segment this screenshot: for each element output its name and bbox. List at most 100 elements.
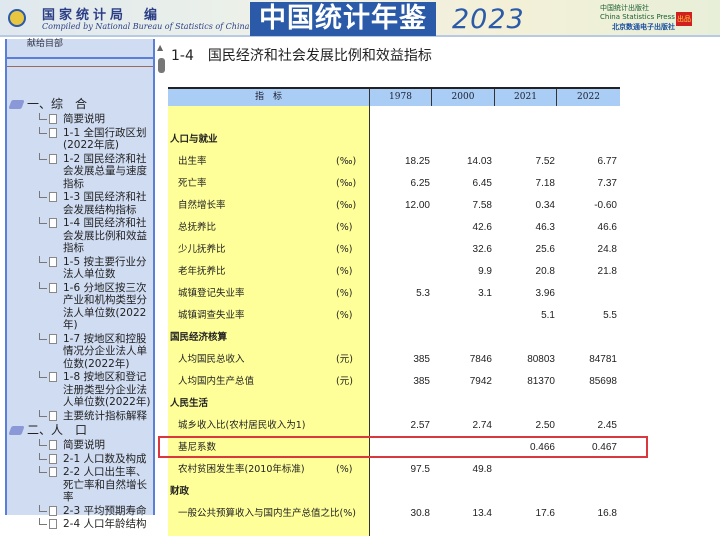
tree-item[interactable]: 1-4 国民经济和社会发展比例和效益指标 (7, 217, 153, 255)
cell-value: 2.45 (597, 420, 617, 431)
page-icon (49, 410, 57, 421)
press-name: 中国统计出版社 China Statistics Press (600, 3, 675, 21)
nbs-logo-icon (8, 9, 26, 27)
section-row: 国民经济核算 (168, 327, 620, 349)
cell-value: 2.50 (535, 420, 555, 431)
table-row: 人均国民总收入 (元) 385 7846 80803 84781 (168, 349, 620, 371)
label-column (168, 106, 370, 536)
tree-label: 2-4 人口年龄结构 (63, 518, 147, 530)
toc-tree: 一、综 合简要说明 1-1 全国行政区划(2022年底) 1-2 国民经济和社会发展… (7, 96, 153, 532)
cell-value: 84781 (589, 354, 617, 365)
page-title: 1-4 国民经济和社会发展比例和效益指标 (171, 48, 432, 64)
row-label: 农村贫困发生率(2010年标准) (178, 464, 305, 475)
tree-item[interactable]: 1-7 按地区和控股情况分企业法人单位数(2022年) (7, 332, 153, 371)
row-label: 城镇登记失业率 (178, 288, 245, 299)
cell-value: 46.6 (597, 222, 617, 233)
section-row: 人口与就业 (168, 129, 620, 151)
press-en: China Statistics Press (600, 13, 675, 21)
table-row: 死亡率 (‰) 6.25 6.45 7.18 7.37 (168, 173, 620, 195)
cell-value: 5.1 (541, 310, 555, 321)
cell-value: 16.8 (597, 508, 617, 519)
tree-item[interactable]: 简要说明 (7, 113, 153, 126)
page-icon (49, 333, 57, 344)
tree-item[interactable]: 2-3 平均预期寿命 (7, 504, 153, 518)
section-row: 人民生活 (168, 393, 620, 415)
cell-value: 18.25 (404, 156, 430, 167)
sidebar: 献给目部 一、综 合简要说明 1-1 全国行政区划(2022年底) 1-2 国民经济… (5, 39, 155, 530)
cell-value: 7.37 (597, 178, 617, 189)
tree-item[interactable]: 1-6 分地区按三次产业和机构类型分法人单位数(2022年) (7, 281, 153, 332)
row-unit: (%) (336, 288, 353, 299)
cell-value: 3.96 (535, 288, 555, 299)
cell-value: 0.467 (591, 442, 617, 453)
page-icon (49, 453, 57, 464)
tree-label: 简要说明 (63, 439, 105, 451)
row-label: 城乡收入比(农村居民收入为1) (178, 420, 306, 431)
cell-value: 21.8 (597, 266, 617, 277)
sidebar-top-label[interactable]: 献给目部 (27, 39, 64, 49)
page-icon (49, 372, 57, 382)
tree-label: 1-6 分地区按三次产业和机构类型分法人单位数(2022年) (63, 281, 147, 332)
press-cn: 中国统计出版社 (600, 4, 649, 12)
tree-item[interactable]: 简要说明 (7, 439, 153, 452)
tree-label: 1-8 按地区和登记注册类型分企业法人单位数(2022年) (63, 371, 151, 408)
tree-item[interactable]: 1-2 国民经济和社会发展总量与速度指标 (7, 152, 153, 191)
row-label: 人民生活 (170, 398, 209, 409)
cell-value: 2.57 (410, 420, 430, 431)
tree-item[interactable]: 主要统计指标解释 (7, 409, 153, 423)
row-label: 出生率 (178, 156, 207, 167)
scroll-up-arrow-icon[interactable]: ▲ (157, 43, 164, 52)
table-header: 指 标 1978 2000 2021 2022 (168, 87, 620, 106)
tree-branch (39, 439, 47, 446)
row-label: 死亡率 (178, 178, 207, 189)
page-icon (49, 153, 57, 164)
tree-branch (39, 504, 47, 512)
cell-value: 385 (413, 376, 430, 387)
row-unit: (元) (336, 376, 353, 387)
table-row: 城乡收入比(农村居民收入为1) 2.57 2.74 2.50 2.45 (168, 415, 620, 437)
cell-value: 2.74 (472, 420, 492, 431)
row-unit: (‰) (336, 178, 357, 189)
table-row: 总抚养比 (%) 42.6 46.3 46.6 (168, 217, 620, 239)
cell-value: 80803 (527, 354, 555, 365)
tree-category[interactable]: 一、综 合 (7, 97, 153, 112)
row-label: 城镇调查失业率 (178, 310, 245, 321)
tree-item[interactable]: 2-2 人口出生率、死亡率和自然增长率 (7, 466, 153, 504)
tree-branch (39, 409, 47, 417)
tree-item[interactable]: 1-8 按地区和登记注册类型分企业法人单位数(2022年) (7, 371, 153, 409)
row-unit: (%) (336, 310, 353, 321)
row-label: 基尼系数 (178, 442, 217, 453)
cell-value: 85698 (589, 376, 617, 387)
cell-value: 12.00 (404, 200, 430, 211)
publisher-cn: 国家统计局 编 (42, 8, 162, 23)
tree-category[interactable]: 二、人 口 (7, 423, 153, 438)
cell-value: 0.34 (535, 200, 555, 211)
tree-item[interactable]: 1-1 全国行政区划(2022年底) (7, 126, 153, 152)
tree-item[interactable]: 2-4 人口年龄结构 (7, 518, 153, 531)
cell-value: 81370 (527, 376, 555, 387)
row-unit: (元) (336, 354, 353, 365)
tree-branch (39, 518, 47, 525)
scrollbar-thumb[interactable] (158, 58, 165, 73)
page-icon (49, 192, 57, 202)
page-icon (49, 505, 57, 516)
highlight-box (158, 436, 648, 458)
page-icon (49, 114, 57, 124)
row-label: 自然增长率 (178, 200, 226, 211)
cell-value: 24.8 (597, 244, 617, 255)
tree-item[interactable]: 1-3 国民经济和社会发展结构指标 (7, 191, 153, 216)
tree-item[interactable]: 1-5 按主要行业分法人单位数 (7, 255, 153, 281)
yearbook-year: 2023 (452, 4, 525, 35)
cell-value: 17.6 (535, 508, 555, 519)
tree-label: 1-7 按地区和控股情况分企业法人单位数(2022年) (63, 332, 147, 370)
row-unit: (%) (336, 222, 353, 233)
tree-label: 一、综 合 (27, 97, 88, 111)
cell-value: 42.6 (472, 222, 492, 233)
tree-label: 2-1 人口数及构成 (63, 452, 147, 465)
table-row: 农村贫困发生率(2010年标准) (%) 97.5 49.8 (168, 459, 620, 481)
cell-value: 7.52 (535, 156, 555, 167)
cell-value: 9.9 (478, 266, 492, 277)
press-badge: 出品 (676, 12, 692, 26)
section-row: 财政 (168, 481, 620, 503)
tree-item[interactable]: 2-1 人口数及构成 (7, 452, 153, 466)
